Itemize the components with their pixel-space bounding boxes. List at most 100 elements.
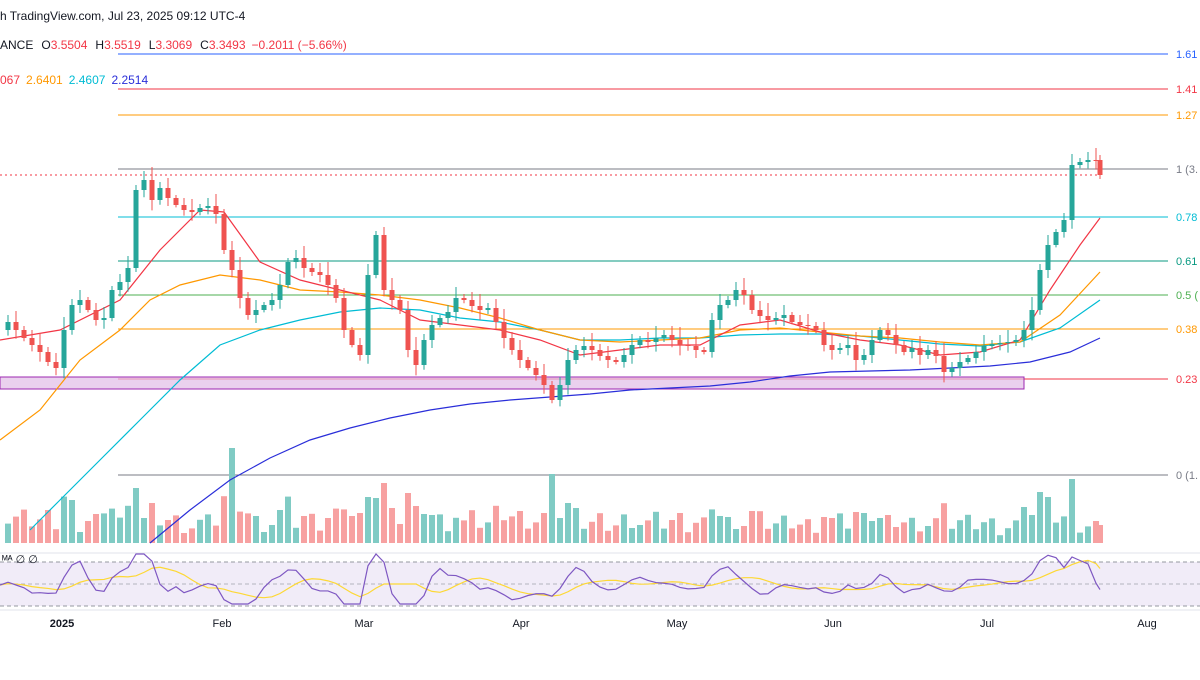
volume-bar: [653, 511, 659, 543]
fib-level-label: 1 (3.: [1176, 164, 1198, 176]
open-label: O: [41, 38, 51, 52]
volume-bar: [437, 514, 443, 543]
ma-mid-value: 2.6401: [26, 73, 63, 87]
volume-bar: [1037, 492, 1043, 543]
volume-bar: [765, 528, 771, 543]
volume-bar: [293, 527, 299, 543]
candle-body: [1093, 160, 1099, 161]
candle-body: [805, 325, 811, 326]
candle-body: [717, 305, 723, 320]
pane-separators: [0, 552, 1200, 611]
volume-bar: [453, 517, 459, 543]
volume-bar: [845, 528, 851, 543]
volume-bar: [69, 500, 75, 543]
volume-bar: [941, 503, 947, 543]
volume-bar: [485, 522, 491, 543]
candle-body: [453, 298, 459, 312]
candlesticks: [5, 148, 1103, 407]
candle-body: [1077, 162, 1083, 165]
volume-bar: [613, 525, 619, 543]
volume-bar: [309, 513, 315, 543]
fib-level-label: 0.23: [1176, 374, 1197, 386]
volume-bar: [973, 529, 979, 543]
volume-bar: [773, 523, 779, 543]
fib-level-label: 0.5 (: [1176, 290, 1198, 302]
candle-body: [629, 345, 635, 355]
volume-bar: [125, 505, 131, 543]
volume-bar: [677, 513, 683, 543]
candle-body: [949, 368, 955, 372]
fibonacci-retracement[interactable]: 1.61 1.41 1.27 1 (3. 0.78 0.61 0.5 (0.38 0.23 0 …: [0, 49, 1198, 482]
candle-body: [677, 340, 683, 345]
ohlc-legend[interactable]: ANCE O3.5504 H3.5519 L3.3069 C3.3493 −0.2011 …: [0, 38, 347, 52]
volume-bar: [1077, 532, 1083, 543]
candle-body: [349, 330, 355, 345]
volume-bar: [621, 514, 627, 543]
volume-bar: [213, 525, 219, 543]
chart-source-line: h TradingView.com, Jul 23, 2025 09:12 UT…: [0, 9, 245, 23]
candle-body: [149, 180, 155, 200]
candle-body: [1053, 232, 1059, 245]
candle-body: [933, 350, 939, 356]
candle-body: [757, 310, 763, 316]
volume-bar: [181, 533, 187, 543]
candle-body: [765, 316, 771, 320]
volume-bar: [877, 518, 883, 543]
candle-body: [1029, 310, 1035, 330]
volume-bar: [757, 511, 763, 543]
volume-bar: [605, 530, 611, 543]
candle-body: [821, 330, 827, 345]
candle-body: [365, 275, 371, 355]
candle-body: [845, 345, 851, 348]
volume-bar: [557, 518, 563, 543]
volume-bar: [741, 526, 747, 543]
volume-bar: [501, 520, 507, 543]
volume-bar: [341, 509, 347, 543]
volume-bar: [445, 531, 451, 543]
candle-body: [773, 318, 779, 320]
candle-body: [1005, 342, 1011, 343]
volume-bar: [37, 519, 43, 543]
volume-bar: [701, 517, 707, 543]
volume-bar: [61, 496, 67, 543]
volume-bar: [381, 483, 387, 543]
volume-bar: [549, 474, 555, 543]
volume-bar: [365, 497, 371, 543]
candle-body: [141, 180, 147, 190]
time-axis-label: Aug: [1137, 618, 1157, 630]
volume-bar: [917, 531, 923, 543]
volume-bar: [925, 526, 931, 543]
volume-bar: [397, 524, 403, 543]
candle-body: [917, 348, 923, 355]
close-value: 3.3493: [208, 38, 246, 52]
candle-body: [1097, 160, 1103, 175]
candle-body: [573, 350, 579, 360]
volume-bar: [93, 514, 99, 543]
rsi-legend[interactable]: ᴹᴬ ∅ ∅: [2, 554, 38, 566]
volume-bar: [933, 518, 939, 543]
candle-body: [621, 355, 627, 362]
volume-bar: [589, 521, 595, 543]
volume-bar: [117, 517, 123, 543]
source-text: h TradingView.com, Jul 23, 2025 09:12 UT…: [0, 9, 246, 23]
volume-bar: [1053, 522, 1059, 543]
candle-body: [53, 362, 59, 368]
volume-bar: [1013, 520, 1019, 543]
volume-bar: [5, 523, 11, 543]
volume-bar: [517, 511, 523, 543]
fib-level-label: 0.78: [1176, 212, 1197, 224]
candle-body: [925, 350, 931, 355]
volume-bar: [285, 496, 291, 543]
volume-bar: [733, 529, 739, 543]
volume-bar: [813, 532, 819, 543]
volume-bar: [1045, 497, 1051, 543]
candle-body: [21, 330, 27, 338]
candle-body: [517, 350, 523, 360]
time-axis[interactable]: 2025 Feb Mar Apr May Jun Jul Aug: [50, 618, 1157, 630]
support-zone[interactable]: [0, 376, 1025, 390]
candle-body: [1021, 330, 1027, 340]
volume-bar: [965, 514, 971, 543]
ma-legend[interactable]: 067 2.6401 2.4607 2.2514: [0, 73, 148, 87]
